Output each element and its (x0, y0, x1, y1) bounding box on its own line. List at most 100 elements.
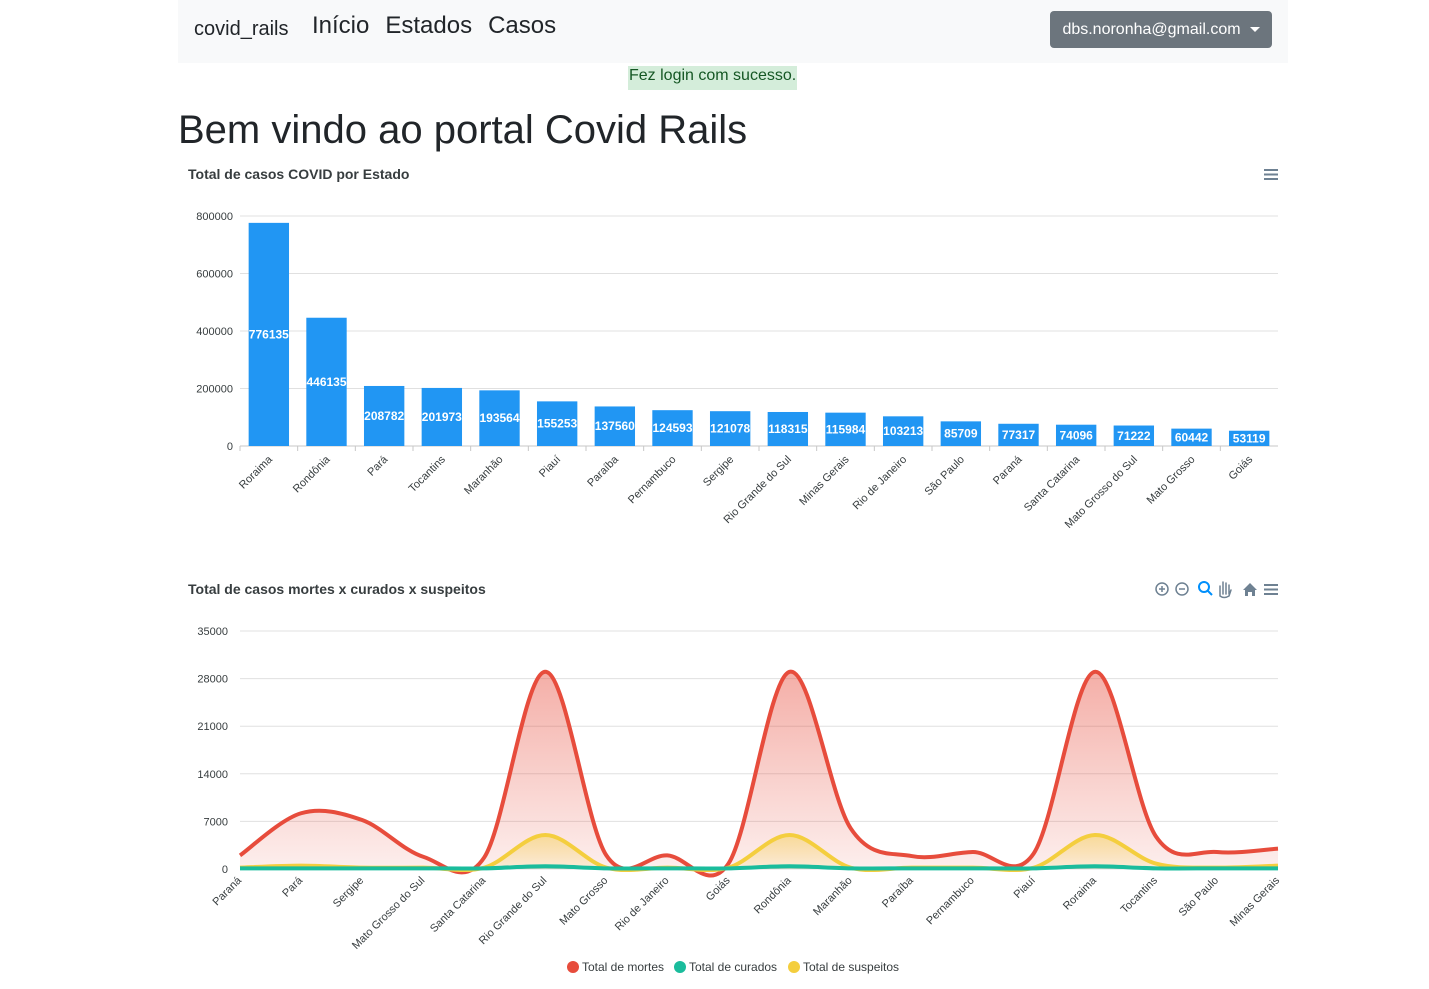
x-tick-label: Paraná (211, 874, 245, 908)
bar-pernambuco[interactable] (652, 410, 693, 446)
pan-hand-icon[interactable] (1219, 581, 1232, 599)
x-tick-label: Minas Gerais (797, 453, 852, 508)
bar-rondonia[interactable] (306, 317, 347, 446)
menu-icon[interactable] (1261, 166, 1281, 184)
bar-piaui[interactable] (536, 401, 578, 446)
x-tick-label: Rio de Janeiro (851, 454, 910, 513)
bar-data-label: 155253 (537, 417, 577, 431)
x-tick-label: Rio Grande do Sul (477, 875, 549, 947)
x-tick-label: Rondônia (752, 874, 794, 916)
bar-para[interactable] (363, 385, 405, 446)
x-tick-label: Tocantins (407, 453, 449, 495)
bar-paraiba[interactable] (594, 406, 636, 446)
x-tick-label: Sergipe (701, 454, 736, 489)
bar-data-label: 193564 (479, 411, 519, 425)
y-tick-label: 200000 (196, 384, 233, 396)
x-tick-label: Rio de Janeiro (613, 875, 672, 934)
legend-item-curados[interactable]: Total de curados (674, 960, 777, 974)
nav-link-inicio[interactable]: Início (312, 12, 370, 39)
bar-data-label: 137560 (595, 419, 635, 433)
y-tick-label: 0 (222, 864, 228, 876)
bar-tocantins[interactable] (421, 387, 463, 446)
area-chart-container: Total de casos mortes x curados x suspei… (178, 572, 1288, 984)
x-tick-label: Mato Grosso (1145, 454, 1198, 507)
navbar: covid_rails Início Estados Casos dbs.nor… (178, 0, 1288, 63)
bar-sergipe[interactable] (709, 411, 751, 446)
menu-icon[interactable] (1261, 580, 1281, 598)
bar-data-label: 776135 (249, 327, 289, 341)
legend-label-curados: Total de curados (689, 960, 777, 974)
bar-data-label: 124593 (652, 421, 692, 435)
bar-data-label: 208782 (364, 409, 404, 423)
user-email: dbs.noronha@gmail.com (1062, 20, 1241, 38)
legend-item-suspeitos[interactable]: Total de suspeitos (788, 960, 899, 974)
series-line-curados[interactable] (240, 864, 1278, 871)
bar-maranhao[interactable] (479, 390, 520, 446)
zoom-out-icon[interactable] (1175, 582, 1189, 596)
y-tick-label: 14000 (197, 769, 228, 781)
bar-rio-grande-do-sul[interactable] (767, 411, 809, 446)
nav-link-estados[interactable]: Estados (385, 12, 473, 39)
bar-data-label: 85709 (944, 427, 978, 441)
bar-parana[interactable] (998, 423, 1039, 446)
x-tick-label: Pernambuco (924, 875, 977, 928)
bar-sao-paulo[interactable] (940, 421, 982, 446)
bar-data-label: 103213 (883, 424, 923, 438)
y-tick-label: 600000 (196, 269, 233, 281)
bar-chart-title: Total de casos COVID por Estado (188, 166, 409, 182)
x-tick-label: Tocantins (1119, 874, 1161, 916)
x-tick-label: Maranhão (811, 875, 855, 919)
y-tick-label: 35000 (197, 626, 228, 638)
bar-data-label: 74096 (1059, 428, 1093, 442)
x-tick-label: Piauí (1012, 875, 1038, 901)
bar-santa-catarina[interactable] (1055, 424, 1097, 446)
y-tick-label: 21000 (197, 721, 228, 733)
legend-item-mortes[interactable]: Total de mortes (567, 960, 664, 974)
bar-goias[interactable] (1228, 430, 1270, 446)
x-tick-label: Maranhão (462, 454, 506, 498)
bar-data-label: 71222 (1117, 429, 1151, 443)
x-tick-label: Piauí (537, 454, 563, 480)
area-chart: Total de casos mortes x curados x suspei… (188, 580, 1283, 974)
caret-down-icon (1249, 27, 1260, 32)
brand-link[interactable]: covid_rails (194, 18, 289, 40)
area-chart-title: Total de casos mortes x curados x suspei… (188, 581, 486, 597)
flash-message: Fez login com sucesso. (628, 66, 798, 90)
nav-links: Início Estados Casos (312, 12, 556, 40)
magnifier-icon[interactable] (1198, 581, 1213, 596)
x-tick-label: Minas Gerais (1228, 874, 1283, 929)
bar-data-label: 201973 (422, 410, 462, 424)
nav-link-casos[interactable]: Casos (488, 12, 557, 39)
x-tick-label: Pará (365, 453, 391, 479)
legend-label-mortes: Total de mortes (582, 960, 664, 974)
x-tick-label: Paraná (991, 453, 1025, 487)
x-tick-label: São Paulo (1177, 875, 1221, 919)
bar-mato-grosso-do-sul[interactable] (1113, 425, 1155, 446)
bar-chart: Total de casos COVID por Estado 0 200000 4… (188, 166, 1281, 531)
legend-label-suspeitos: Total de suspeitos (803, 960, 899, 974)
x-tick-label: Roraima (237, 453, 276, 492)
bar-data-label: 53119 (1233, 431, 1266, 445)
bar-data-label: 115984 (826, 422, 866, 436)
y-tick-label: 800000 (196, 211, 233, 223)
home-reset-icon[interactable] (1243, 583, 1257, 596)
x-tick-label: Roraima (1061, 874, 1100, 913)
bar-data-label: 77317 (1002, 428, 1036, 442)
bar-minas-gerais[interactable] (825, 412, 866, 446)
x-tick-label: São Paulo (923, 454, 967, 498)
user-dropdown-button[interactable]: dbs.noronha@gmail.com (1050, 11, 1272, 48)
y-tick-label: 7000 (204, 816, 228, 828)
x-tick-label: Rondônia (291, 453, 333, 495)
area-fill-mortes (240, 671, 1278, 876)
y-tick-label: 400000 (196, 326, 233, 338)
x-tick-label: Pará (280, 874, 306, 900)
zoom-in-icon[interactable] (1155, 582, 1169, 596)
page-title: Bem vindo ao portal Covid Rails (178, 108, 748, 152)
bar-roraima[interactable] (248, 222, 290, 446)
x-tick-label: Paraíba (880, 874, 916, 910)
bar-rio-de-janeiro[interactable] (882, 416, 924, 446)
legend: Total de mortes Total de curados Total d… (567, 960, 899, 974)
x-tick-label: Sergipe (331, 875, 366, 910)
x-tick-label: Paraíba (585, 453, 621, 489)
bar-mato-grosso[interactable] (1171, 428, 1212, 446)
